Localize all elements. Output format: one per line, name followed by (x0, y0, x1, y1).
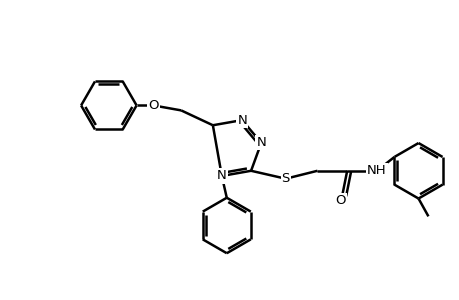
Text: NH: NH (366, 164, 386, 177)
Text: N: N (217, 169, 226, 182)
Text: O: O (148, 99, 158, 112)
Text: O: O (334, 194, 345, 207)
Text: N: N (256, 136, 266, 149)
Text: N: N (237, 114, 246, 127)
Text: S: S (281, 172, 289, 185)
